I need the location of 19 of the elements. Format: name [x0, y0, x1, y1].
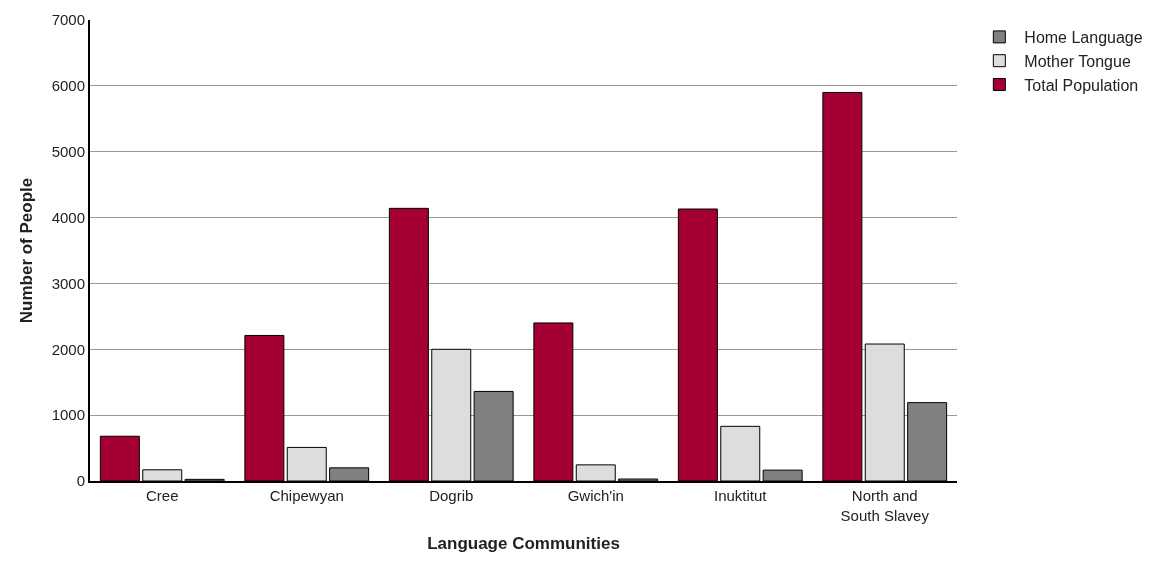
x-tick-label: Cree: [145, 487, 179, 504]
x-tick-label: Inuktitut: [713, 487, 768, 504]
x-tick-label: Gwich'in: [567, 487, 624, 504]
y-tick-label: 3000: [51, 274, 85, 292]
y-tick-label: 0: [76, 472, 85, 490]
y-tick-label: 5000: [51, 142, 85, 160]
x-tick-label: North and South Slavey: [840, 487, 930, 524]
legend-label: Home Language: [1024, 29, 1143, 47]
x-tick-label: Chipewyan: [269, 487, 344, 504]
y-tick-label: 4000: [51, 208, 85, 226]
y-tick-label: 7000: [51, 11, 85, 29]
y-tick-label: 1000: [51, 406, 85, 424]
x-tick-label: Dogrib: [429, 487, 474, 504]
y-tick-label: 6000: [51, 77, 85, 95]
x-axis-title: Language Communities: [427, 534, 620, 554]
y-tick-label: 2000: [51, 340, 85, 358]
y-axis-title: Number of People: [16, 177, 36, 324]
legend-label: Total Population: [1024, 76, 1139, 94]
legend-label: Mother Tongue: [1024, 52, 1131, 70]
